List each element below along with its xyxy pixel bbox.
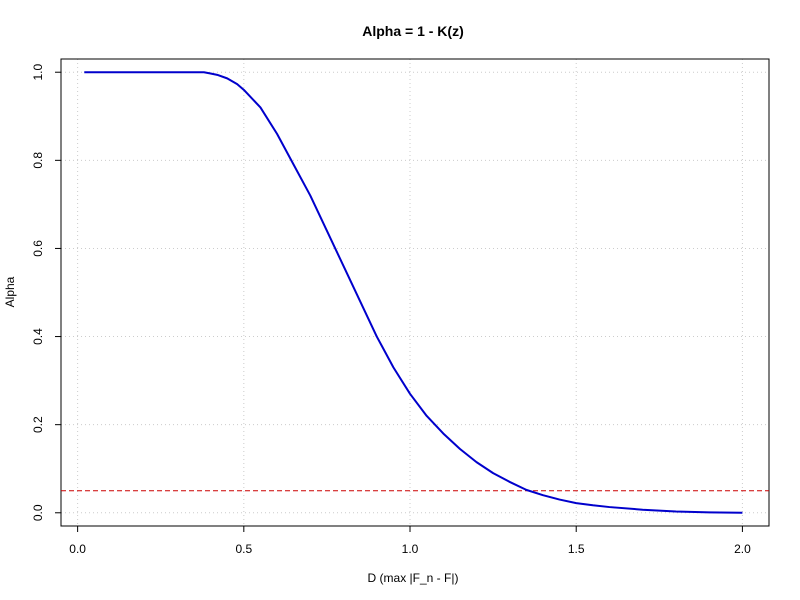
y-tick-label: 0.6 xyxy=(31,240,45,257)
y-tick-label: 0.0 xyxy=(31,504,45,521)
x-tick-label: 0.0 xyxy=(69,542,86,556)
x-tick-label: 2.0 xyxy=(734,542,751,556)
y-axis-title: Alpha xyxy=(3,276,17,307)
grid xyxy=(61,59,769,526)
y-tick-label: 0.8 xyxy=(31,152,45,169)
alpha-curve xyxy=(84,71,743,514)
x-tick-label: 1.0 xyxy=(402,542,419,556)
x-axis-title: D (max |F_n - F|) xyxy=(368,571,459,585)
y-tick-label: 0.2 xyxy=(31,416,45,433)
chart-title: Alpha = 1 - K(z) xyxy=(362,23,464,39)
y-tick-label: 1.0 xyxy=(31,64,45,81)
plot-frame xyxy=(60,58,770,527)
x-tick-label: 1.5 xyxy=(568,542,585,556)
y-tick-label: 0.4 xyxy=(31,328,45,345)
y-axis: 0.0 0.2 0.4 0.6 0.8 1.0 xyxy=(31,64,61,521)
x-tick-label: 0.5 xyxy=(235,542,252,556)
x-axis: 0.0 0.5 1.0 1.5 2.0 xyxy=(69,526,751,556)
